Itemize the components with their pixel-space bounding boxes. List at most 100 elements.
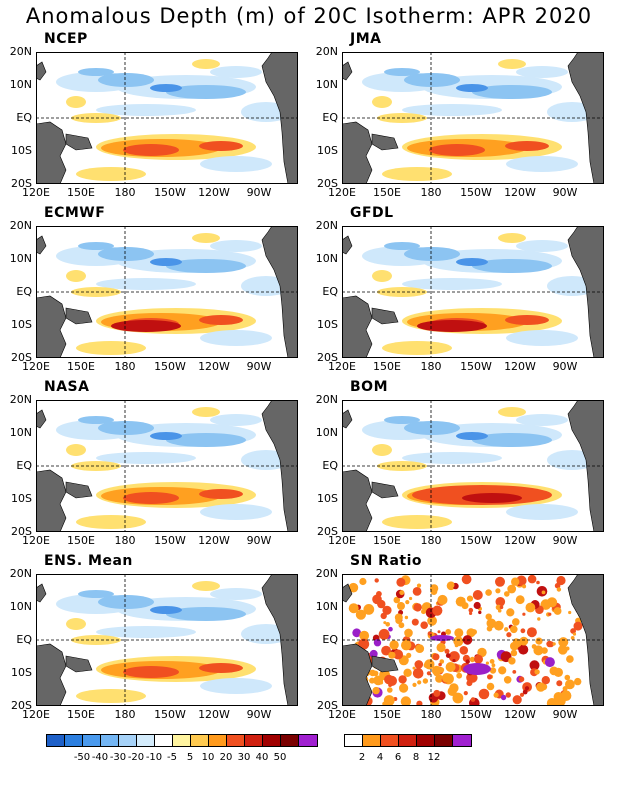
longitude-label: 150W [154, 186, 186, 199]
anomaly-map [342, 52, 604, 184]
latitude-label: 10N [9, 78, 32, 91]
colorbar-tick-label: -50 [73, 752, 91, 763]
longitude-label: 180 [420, 534, 442, 547]
colorbar-swatch [155, 735, 173, 746]
longitude-label: 180 [420, 708, 442, 721]
colorbar-tick-label: 8 [412, 752, 420, 763]
latitude-label: 10N [9, 600, 32, 613]
latitude-label: 10S [317, 318, 338, 331]
colorbar-swatch [227, 735, 245, 746]
latitude-label: 10S [11, 318, 32, 331]
colorbar-swatch [435, 735, 453, 746]
latitude-label: 10N [315, 426, 338, 439]
colorbar-tick-label: 20 [219, 752, 233, 763]
latitude-label: EQ [16, 111, 32, 124]
latitude-label: 20S [11, 525, 32, 538]
colorbar-tick-label: 10 [201, 752, 215, 763]
longitude-label: 90W [552, 534, 578, 547]
longitude-label: 150W [460, 360, 492, 373]
longitude-label: 150W [154, 708, 186, 721]
longitude-label: 120W [198, 186, 230, 199]
panel-label: ECMWF [44, 205, 106, 221]
panel-label: JMA [350, 31, 382, 47]
panel-label: SN Ratio [350, 553, 423, 569]
longitude-label: 120E [328, 708, 356, 721]
latitude-label: 20S [11, 177, 32, 190]
colorbar-swatch [191, 735, 209, 746]
latitude-label: EQ [16, 285, 32, 298]
longitude-label: 120W [198, 534, 230, 547]
latitude-label: 10N [315, 600, 338, 613]
map-panel: NASA 20N 10N EQ 10S 20S 120E 150E 180 150W 120W 90W [10, 379, 298, 547]
anomaly-map [342, 226, 604, 358]
longitude-label: 120E [22, 360, 50, 373]
latitude-label: EQ [16, 633, 32, 646]
longitude-label: 180 [420, 360, 442, 373]
depth-colorbar [46, 734, 318, 747]
map-panel: ECMWF 20N 10N EQ 10S 20S 120E 150E 180 150W 120W 90… [10, 205, 298, 373]
longitude-label: 120W [504, 708, 536, 721]
longitude-label: 150E [373, 186, 401, 199]
colorbar-swatch [47, 735, 65, 746]
colorbar-swatch [345, 735, 363, 746]
latitude-label: 20N [9, 219, 32, 232]
latitude-label: 10S [317, 666, 338, 679]
figure-title: Anomalous Depth (m) of 20C Isotherm: APR… [25, 4, 593, 28]
anomaly-map [36, 226, 298, 358]
longitude-label: 120W [504, 360, 536, 373]
colorbar-swatch [101, 735, 119, 746]
latitude-label: EQ [322, 459, 338, 472]
anomaly-map [342, 574, 604, 706]
colorbar-swatch [65, 735, 83, 746]
colorbar-tick-label: 40 [255, 752, 269, 763]
longitude-label: 120W [504, 186, 536, 199]
panel-label: NCEP [44, 31, 88, 47]
longitude-label: 180 [114, 186, 136, 199]
latitude-label: 10S [317, 144, 338, 157]
colorbar-swatch [453, 735, 471, 746]
latitude-label: 20S [317, 525, 338, 538]
colorbar-tick-label: -10 [145, 752, 163, 763]
latitude-label: 10N [9, 426, 32, 439]
colorbar-swatch [209, 735, 227, 746]
longitude-label: 90W [552, 708, 578, 721]
colorbar-swatch [83, 735, 101, 746]
map-panel: GFDL 20N 10N EQ 10S 20S 120E 150E 180 150W 120W 90W [316, 205, 604, 373]
colorbar-tick-label: 12 [427, 752, 441, 763]
latitude-label: 20N [9, 393, 32, 406]
colorbar-swatch [417, 735, 435, 746]
latitude-label: 20N [315, 567, 338, 580]
longitude-label: 150E [67, 534, 95, 547]
colorbar-tick-label: 30 [237, 752, 251, 763]
colorbar-tick-label: 2 [358, 752, 366, 763]
longitude-label: 180 [114, 708, 136, 721]
latitude-label: 20N [9, 45, 32, 58]
colorbar-tick-label: 4 [376, 752, 384, 763]
latitude-label: 10N [9, 252, 32, 265]
latitude-label: 20S [317, 177, 338, 190]
longitude-label: 180 [114, 360, 136, 373]
colorbar-tick-label: -40 [91, 752, 109, 763]
latitude-label: 20S [11, 351, 32, 364]
longitude-label: 120E [328, 534, 356, 547]
latitude-label: 10S [11, 144, 32, 157]
colorbar-tick-label: -20 [127, 752, 145, 763]
latitude-label: EQ [322, 633, 338, 646]
colorbar-tick-label: -5 [167, 752, 177, 763]
longitude-label: 180 [420, 186, 442, 199]
longitude-label: 90W [246, 186, 272, 199]
longitude-label: 120E [328, 360, 356, 373]
map-panel: ENS. Mean 20N 10N EQ 10S 20S 120E 150E 180 150W 12… [10, 553, 298, 721]
anomaly-map [36, 400, 298, 532]
latitude-label: EQ [16, 459, 32, 472]
colorbar-tick-label: 6 [394, 752, 402, 763]
longitude-label: 150E [373, 360, 401, 373]
latitude-label: 20N [315, 45, 338, 58]
anomaly-map [342, 400, 604, 532]
longitude-label: 120E [22, 534, 50, 547]
latitude-label: 20N [315, 219, 338, 232]
colorbar-tick-label: 50 [273, 752, 287, 763]
longitude-label: 120E [22, 186, 50, 199]
colorbar-swatch [137, 735, 155, 746]
colorbar-swatch [263, 735, 281, 746]
